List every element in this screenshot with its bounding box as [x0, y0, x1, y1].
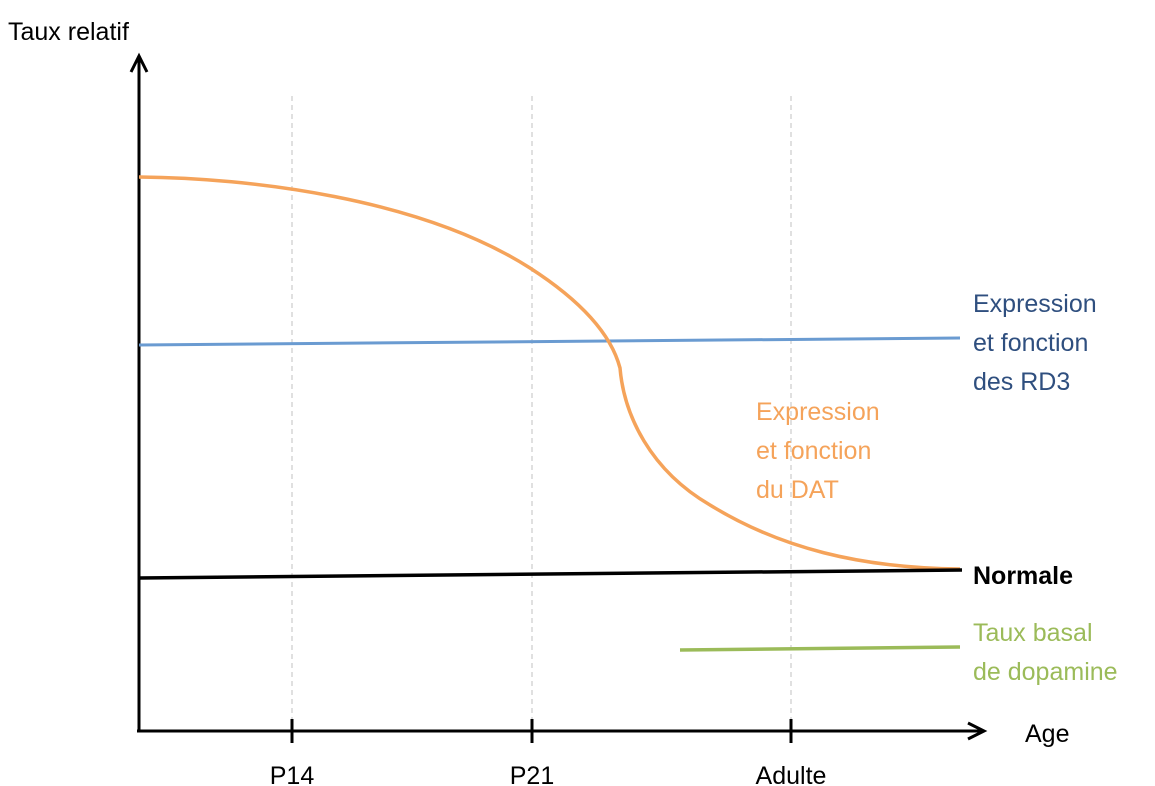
series-label-basal-line2: de dopamine — [973, 658, 1118, 686]
series-line-normale — [138, 568, 963, 580]
y-axis-label: Taux relatif — [8, 18, 129, 46]
series-line-rd3 — [138, 336, 961, 347]
series-label-rd3-line3: des RD3 — [973, 368, 1070, 396]
series-label-dat-line3: du DAT — [756, 476, 839, 504]
tick-label-adulte: Adulte — [756, 762, 827, 786]
x-axis-label: Age — [1025, 720, 1069, 748]
series-label-dat-line2: et fonction — [756, 437, 871, 465]
series-line-dat — [138, 175, 961, 571]
series-label-rd3-line1: Expression — [973, 290, 1097, 318]
tick-label-p14: P14 — [270, 762, 315, 786]
series-label-normale: Normale — [973, 562, 1073, 590]
tick-label-p21: P21 — [510, 762, 554, 786]
series-label-dat-line1: Expression — [756, 398, 880, 426]
y-axis-arrowhead — [129, 52, 149, 73]
x-axis-arrowhead — [967, 721, 988, 741]
series-label-basal-line1: Taux basal — [973, 619, 1093, 647]
series-line-basal — [679, 645, 961, 652]
series-label-rd3-line2: et fonction — [973, 329, 1088, 357]
